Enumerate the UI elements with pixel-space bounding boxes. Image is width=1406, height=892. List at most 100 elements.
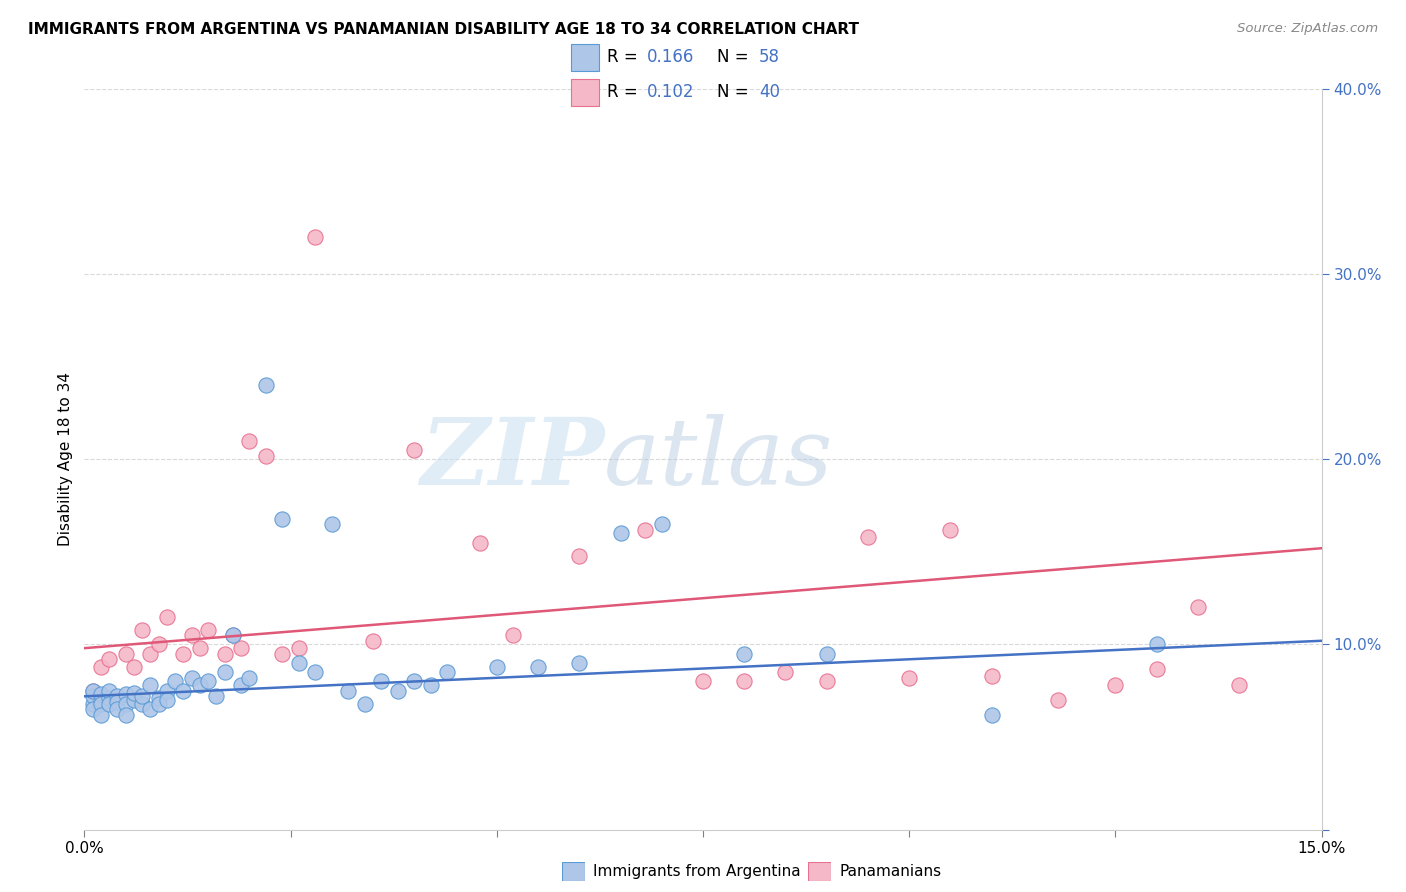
Point	[105, 690, 128, 704]
Text: N =: N =	[717, 84, 754, 102]
Point	[82, 683, 104, 698]
Point	[197, 674, 219, 689]
Point	[980, 669, 1002, 683]
Point	[229, 678, 252, 692]
Point	[205, 690, 228, 704]
Point	[90, 707, 112, 722]
Point	[1104, 678, 1126, 692]
Point	[337, 683, 360, 698]
Point	[214, 665, 236, 680]
Point	[90, 688, 112, 702]
Point	[105, 702, 128, 716]
Point	[1227, 678, 1250, 692]
Text: Source: ZipAtlas.com: Source: ZipAtlas.com	[1237, 22, 1378, 36]
Point	[98, 691, 121, 706]
Point	[229, 641, 252, 656]
Point	[288, 656, 311, 670]
Point	[172, 683, 194, 698]
Point	[98, 697, 121, 711]
Point	[404, 443, 426, 458]
Text: Immigrants from Argentina: Immigrants from Argentina	[593, 864, 801, 879]
Point	[90, 659, 112, 673]
Point	[353, 697, 375, 711]
Point	[387, 683, 409, 698]
Point	[148, 637, 170, 651]
FancyBboxPatch shape	[562, 862, 585, 881]
Point	[856, 530, 879, 544]
Point	[321, 517, 343, 532]
Point	[122, 693, 145, 707]
Point	[254, 378, 277, 392]
Point	[898, 671, 921, 685]
Point	[139, 702, 162, 716]
Point	[815, 674, 838, 689]
Point	[568, 549, 591, 563]
Point	[114, 707, 136, 722]
Point	[288, 641, 311, 656]
Point	[1146, 661, 1168, 675]
Point	[527, 659, 550, 673]
Text: IMMIGRANTS FROM ARGENTINA VS PANAMANIAN DISABILITY AGE 18 TO 34 CORRELATION CHAR: IMMIGRANTS FROM ARGENTINA VS PANAMANIAN …	[28, 22, 859, 37]
Point	[1046, 693, 1069, 707]
Point	[1187, 600, 1209, 615]
Point	[733, 647, 755, 661]
Text: N =: N =	[717, 48, 754, 66]
Point	[82, 690, 104, 704]
Point	[222, 628, 245, 642]
FancyBboxPatch shape	[571, 79, 599, 105]
Point	[114, 688, 136, 702]
Point	[114, 647, 136, 661]
Point	[180, 628, 202, 642]
Point	[304, 230, 326, 244]
Text: R =: R =	[607, 48, 644, 66]
Point	[361, 633, 384, 648]
Point	[114, 697, 136, 711]
Point	[188, 678, 211, 692]
Point	[105, 695, 128, 709]
Text: 40: 40	[759, 84, 780, 102]
Point	[238, 434, 260, 448]
Text: atlas: atlas	[605, 415, 834, 504]
Point	[98, 683, 121, 698]
Point	[222, 628, 245, 642]
Point	[122, 685, 145, 699]
Point	[1146, 637, 1168, 651]
Point	[98, 652, 121, 666]
Point	[188, 641, 211, 656]
Text: Panamanians: Panamanians	[839, 864, 942, 879]
Point	[634, 523, 657, 537]
Y-axis label: Disability Age 18 to 34: Disability Age 18 to 34	[58, 372, 73, 547]
Text: 0.102: 0.102	[647, 84, 695, 102]
Point	[304, 665, 326, 680]
Point	[82, 683, 104, 698]
Point	[156, 693, 179, 707]
Text: R =: R =	[607, 84, 644, 102]
Point	[502, 628, 524, 642]
Point	[131, 697, 153, 711]
Point	[470, 535, 492, 549]
Point	[980, 707, 1002, 722]
Point	[156, 609, 179, 624]
Point	[131, 690, 153, 704]
Point	[485, 659, 508, 673]
Point	[148, 697, 170, 711]
Point	[131, 623, 153, 637]
Point	[172, 647, 194, 661]
Point	[419, 678, 441, 692]
Point	[197, 623, 219, 637]
Point	[271, 511, 294, 525]
Point	[609, 526, 631, 541]
Point	[139, 678, 162, 692]
Point	[156, 683, 179, 698]
Point	[90, 693, 112, 707]
Point	[90, 697, 112, 711]
Point	[815, 647, 838, 661]
Point	[733, 674, 755, 689]
Point	[651, 517, 673, 532]
Point	[254, 449, 277, 463]
Text: 0.166: 0.166	[647, 48, 695, 66]
Point	[939, 523, 962, 537]
Point	[436, 665, 458, 680]
Text: 58: 58	[759, 48, 780, 66]
Point	[180, 671, 202, 685]
